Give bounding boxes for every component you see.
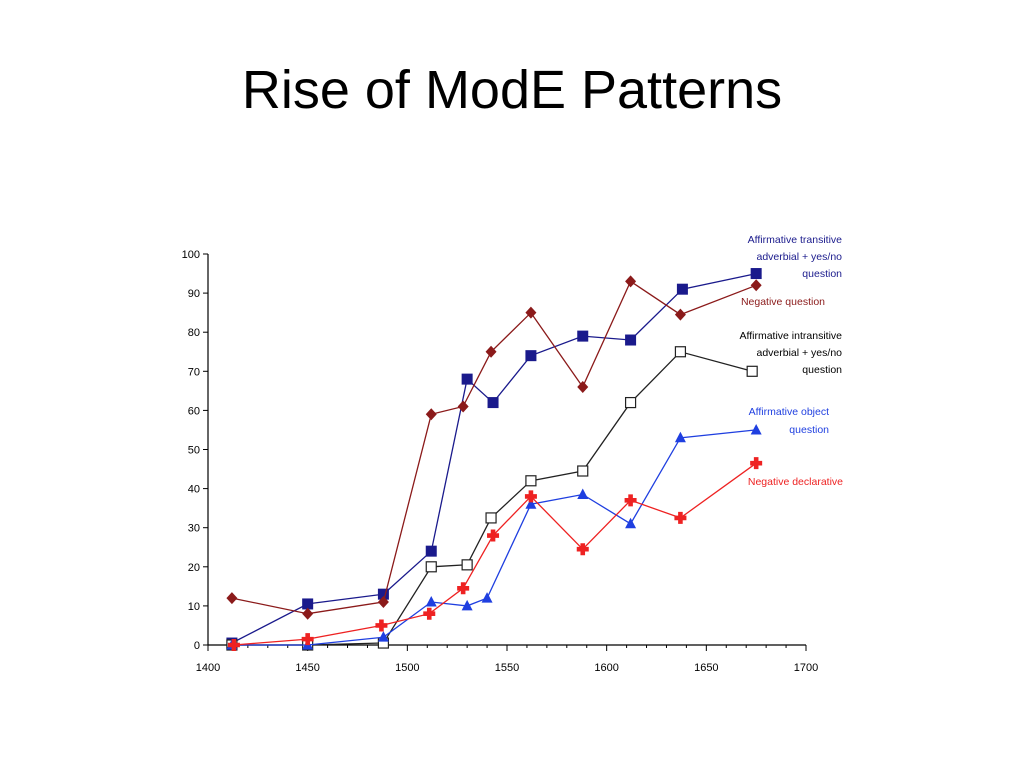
data-point-open-square [461, 559, 473, 571]
data-point-triangle [377, 631, 389, 642]
data-point-diamond [302, 607, 314, 620]
data-point-triangle [461, 599, 473, 611]
data-point-open-square [674, 346, 687, 358]
data-point-diamond [674, 308, 686, 321]
data-point-diamond [577, 380, 589, 393]
data-point-open-square [425, 561, 437, 573]
data-point-cross [750, 457, 763, 470]
data-point-cross [423, 607, 436, 620]
legend-label-1: Affirmative transitive [748, 234, 842, 246]
data-point-diamond [377, 595, 389, 608]
data-point-diamond [485, 345, 497, 358]
data-point-cross [301, 633, 314, 646]
y-tick-label: 60 [188, 405, 200, 417]
data-point-open-square [624, 396, 637, 409]
data-point-open-square [485, 512, 497, 524]
series-line [231, 272, 757, 644]
data-point-square [302, 598, 314, 610]
data-point-cross [524, 490, 537, 503]
data-point-triangle [481, 592, 493, 603]
series-line [233, 462, 757, 646]
y-tick-label: 0 [194, 640, 200, 652]
x-tick-label: 1550 [495, 662, 519, 674]
data-point-square [577, 330, 589, 342]
data-point-square [750, 268, 762, 280]
y-tick-label: 80 [188, 327, 200, 339]
chart-plot-area [226, 268, 763, 651]
legend-label-2: Negative question [741, 296, 825, 308]
data-point-square [487, 397, 499, 409]
y-tick-label: 50 [188, 445, 200, 457]
y-tick-label: 30 [188, 523, 200, 535]
x-tick-label: 1700 [794, 662, 818, 674]
y-tick-label: 90 [188, 288, 200, 300]
slide-title: Rise of ModE Patterns [241, 60, 783, 120]
legend-label-5: Negative declarative [748, 476, 843, 488]
data-point-open-square [746, 365, 758, 377]
data-point-triangle [750, 423, 762, 435]
data-point-square [461, 373, 473, 385]
legend-label-3: Affirmative intransitive [739, 330, 842, 342]
data-point-open-square [577, 465, 589, 477]
x-tick-label: 1450 [295, 662, 319, 674]
data-point-diamond [525, 306, 537, 319]
legend-label-4: Affirmative object [749, 406, 829, 418]
legend-label-1: question [802, 268, 842, 280]
data-point-cross [674, 511, 687, 524]
series-2 [226, 275, 762, 620]
data-point-diamond [457, 400, 469, 413]
data-point-triangle [674, 431, 686, 443]
chart-legend: Affirmative transitive adverbial + yes/no… [739, 234, 843, 488]
legend-label-1: adverbial + yes/no [756, 251, 842, 263]
x-tick-label: 1600 [594, 662, 618, 674]
data-point-triangle [425, 595, 437, 607]
data-point-square [525, 350, 537, 362]
series-5 [227, 457, 763, 651]
y-tick-label: 100 [182, 249, 200, 261]
legend-label-4: question [789, 424, 829, 436]
data-point-open-square [525, 475, 537, 487]
series-1 [226, 268, 762, 649]
data-point-diamond [226, 592, 238, 605]
series-line [231, 280, 757, 615]
data-point-square [676, 283, 688, 295]
chart-axes: 0 10 20 30 40 50 60 70 80 90 100 1400 1450 1500 1550 16… [182, 249, 819, 674]
data-point-cross [227, 639, 240, 651]
y-tick-label: 40 [188, 484, 200, 496]
y-tick-label: 20 [188, 562, 200, 574]
y-tick-label: 10 [188, 601, 200, 613]
y-tick-label: 70 [188, 366, 200, 378]
data-point-triangle [625, 517, 637, 529]
data-point-square [425, 545, 437, 557]
legend-label-3: adverbial + yes/no [756, 347, 842, 359]
data-point-diamond [750, 279, 762, 292]
data-point-diamond [425, 408, 437, 421]
data-point-triangle [577, 488, 589, 499]
data-point-diamond [625, 275, 637, 288]
data-point-cross [487, 529, 500, 542]
data-point-cross [375, 619, 388, 632]
x-tick-label: 1650 [694, 662, 718, 674]
data-point-cross [624, 494, 637, 507]
data-point-square [625, 334, 637, 346]
legend-label-3: question [802, 364, 842, 376]
x-tick-label: 1500 [395, 662, 419, 674]
x-tick-label: 1400 [196, 662, 220, 674]
data-point-cross [576, 543, 589, 556]
data-point-cross [457, 582, 470, 595]
data-point-triangle [525, 498, 537, 509]
